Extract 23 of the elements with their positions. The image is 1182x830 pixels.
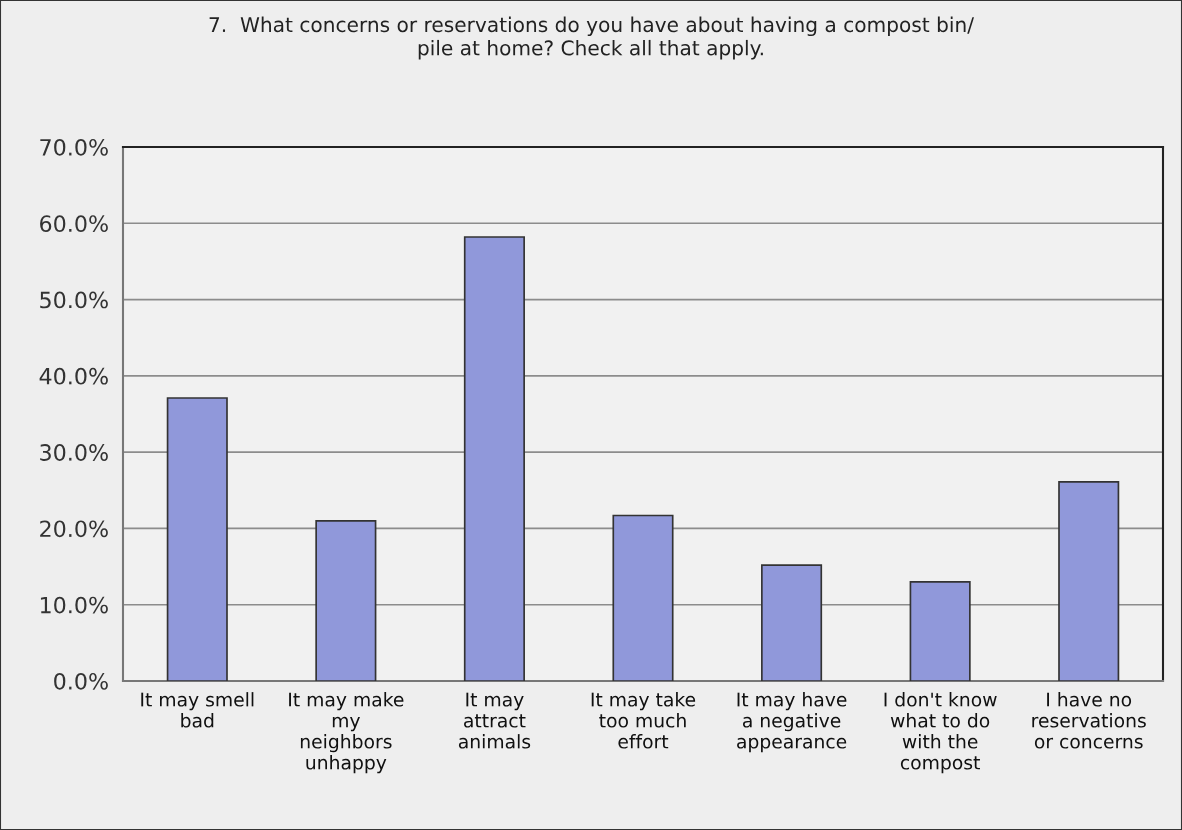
- bar: [1058, 481, 1120, 681]
- y-tick-label: 70.0%: [40, 138, 108, 156]
- x-tick-label: It may make my neighbors unhappy: [289, 692, 404, 774]
- chart-title: 7. What concerns or reservations do you have about having a compost bin/ pile at home? Check all that apply.: [209, 16, 975, 60]
- y-tick-label: 50.0%: [40, 291, 108, 309]
- x-tick-label: It may smell bad: [141, 692, 254, 728]
- y-tick-label: 0.0%: [54, 672, 108, 690]
- x-tick-label: It may take too much effort: [591, 692, 696, 749]
- bar: [463, 236, 525, 681]
- x-tick-label: I have no reservations or concerns: [1032, 692, 1146, 749]
- x-tick-label: It may have a negative appearance: [737, 692, 847, 753]
- y-tick-label: 40.0%: [39, 367, 108, 385]
- x-tick-label: It may attract animals: [458, 692, 531, 749]
- bar: [761, 564, 823, 681]
- bar: [315, 519, 377, 681]
- y-tick-label: 10.0%: [40, 596, 108, 614]
- x-tick-label: I don't know what to do with the compost: [884, 692, 997, 774]
- bar: [909, 580, 971, 681]
- y-tick-label: 20.0%: [40, 520, 108, 538]
- bar: [612, 514, 674, 681]
- y-tick-label: 60.0%: [40, 215, 108, 233]
- y-tick-label: 30.0%: [40, 444, 108, 461]
- bar: [166, 397, 228, 681]
